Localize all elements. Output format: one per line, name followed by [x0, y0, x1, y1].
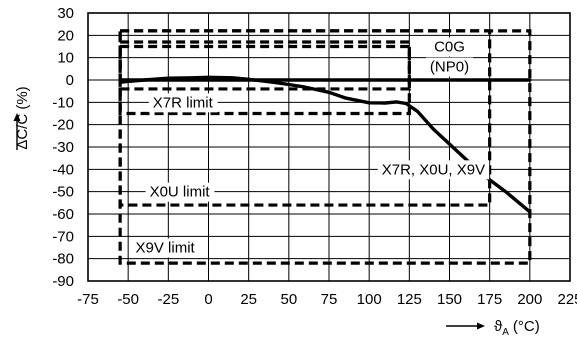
y-axis-title: ΔC/C (%) [14, 86, 31, 149]
y-tick-label: -20 [52, 117, 74, 134]
x-tick-label: 25 [240, 291, 257, 308]
y-tick-label: -50 [52, 184, 74, 201]
y-tick-label: -40 [52, 161, 74, 178]
x-tick-label: -75 [77, 291, 99, 308]
x-axis-title: ϑA (°C) [494, 318, 540, 338]
annotation: C0G [430, 37, 469, 57]
annotation-bg [425, 57, 474, 77]
annotation-bg [377, 160, 490, 180]
y-axis-arrow [13, 113, 21, 150]
annotation: X9V limit [131, 238, 200, 258]
x-tick-label: 125 [397, 291, 422, 308]
y-tick-label: -70 [52, 228, 74, 245]
annotation-label: X0U limit [150, 184, 211, 201]
tick-labels: -75-50-250255075100125150175200225302010… [52, 5, 577, 308]
x-tick-label: 0 [204, 291, 212, 308]
limit-box [118, 29, 532, 265]
y-tick-label: -80 [52, 251, 74, 268]
plot-frame [87, 12, 571, 282]
annotation: X0U limit [145, 182, 215, 202]
y-tick-label: -30 [52, 139, 74, 156]
annotation-bg [131, 238, 200, 258]
annotation: X7R limit [148, 93, 218, 113]
series [118, 75, 532, 214]
x-axis-symbol: ϑ [494, 318, 503, 335]
x-tick-label: 100 [357, 291, 382, 308]
x-tick-label: 175 [477, 291, 502, 308]
y-tick-label: 10 [57, 50, 74, 67]
annotation-label: X7R limit [153, 94, 214, 111]
y-axis-title-group: ΔC/C (%) [14, 86, 31, 149]
y-tick-label: -90 [52, 273, 74, 290]
annotations: C0G (NP0) X7R limit X0U limit X9V limit X7R, … [131, 37, 490, 258]
annotation: X7R, X0U, X9V [377, 160, 490, 180]
x-tick-label: -50 [117, 291, 139, 308]
x-tick-label: 225 [557, 291, 577, 308]
series-line [118, 75, 532, 214]
y-tick-label: 30 [57, 5, 74, 22]
x-tick-label: -25 [157, 291, 179, 308]
annotation-bg [145, 182, 215, 202]
annotation-label: C0G [434, 39, 465, 56]
x-axis-unit: (°C) [513, 318, 540, 335]
x-tick-label: 200 [517, 291, 542, 308]
x-axis-subscript: A [502, 327, 509, 338]
annotation-label: X9V limit [136, 240, 196, 257]
annotation: (NP0) [425, 57, 474, 77]
y-tick-label: -10 [52, 94, 74, 111]
x-axis-arrow [446, 322, 485, 330]
y-tick-label: 20 [57, 27, 74, 44]
annotation-label: (NP0) [430, 59, 469, 76]
annotation-label: X7R, X0U, X9V [382, 161, 485, 178]
x-tick-label: 50 [280, 291, 297, 308]
y-tick-label: -60 [52, 206, 74, 223]
x-tick-label: 75 [321, 291, 338, 308]
annotation-bg [148, 93, 218, 113]
annotation-bg [430, 37, 469, 57]
x-tick-label: 150 [437, 291, 462, 308]
y-tick-label: 0 [66, 72, 74, 89]
